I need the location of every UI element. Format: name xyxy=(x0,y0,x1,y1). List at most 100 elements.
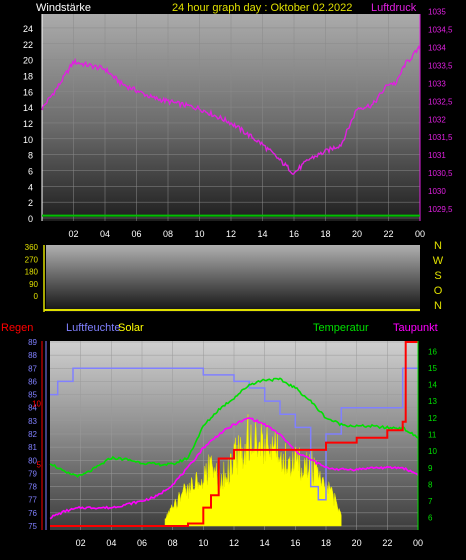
panel-3-series xyxy=(49,341,419,527)
panel-2-plot-area xyxy=(46,245,420,312)
wind-tick-label: 14 xyxy=(23,103,33,113)
humidity-tick-label: 85 xyxy=(28,391,37,400)
humidity-tick-label: 76 xyxy=(28,509,37,518)
humidity-tick-label: 77 xyxy=(28,496,37,505)
pressure-tick-label: 1032,5 xyxy=(428,97,453,106)
x-tick-label: 22 xyxy=(382,538,392,548)
dewpoint-axis-title: Taupunkt xyxy=(393,322,438,334)
humidity-tick-label: 75 xyxy=(28,522,37,531)
pressure-tick-label: 1031,5 xyxy=(428,133,453,142)
temperature-tick-label: 8 xyxy=(428,480,433,489)
humidity-tick-label: 89 xyxy=(28,338,37,347)
pressure-tick-label: 1029,5 xyxy=(428,205,453,214)
x-tick-label: 14 xyxy=(260,538,270,548)
pressure-tick-label: 1034 xyxy=(428,43,446,52)
x-tick-label: 10 xyxy=(198,538,208,548)
regen-tick-label: 10 xyxy=(32,399,41,408)
pressure-tick-label: 1033 xyxy=(428,79,446,88)
wind-axis-title: Windstärke xyxy=(36,2,91,14)
pressure-axis-title: Luftdruck xyxy=(371,2,417,14)
x-tick-label: 08 xyxy=(163,229,173,239)
x-tick-label: 16 xyxy=(289,229,299,239)
humidity-tick-label: 80 xyxy=(28,456,37,465)
humidity-series-line xyxy=(50,367,418,501)
x-tick-label: 02 xyxy=(68,229,78,239)
pressure-tick-label: 1033,5 xyxy=(428,61,453,70)
x-tick-label: 16 xyxy=(290,538,300,548)
chart-title: 24 hour graph day : Oktober 02.2022 xyxy=(172,2,352,14)
direction-tick-label: 0 xyxy=(34,292,39,301)
compass-label: S xyxy=(434,270,441,282)
temperature-series-line xyxy=(49,377,419,478)
x-tick-label: 20 xyxy=(352,538,362,548)
x-tick-label: 10 xyxy=(194,229,204,239)
x-tick-label: 12 xyxy=(226,229,236,239)
wind-tick-label: 8 xyxy=(28,151,33,161)
pressure-tick-label: 1034,5 xyxy=(428,26,453,35)
wind-tick-label: 6 xyxy=(28,166,33,176)
temperature-axis-title: Temperatur xyxy=(313,322,369,334)
pressure-tick-label: 1030,5 xyxy=(428,169,453,178)
x-tick-label: 04 xyxy=(106,538,116,548)
humidity-tick-label: 88 xyxy=(28,351,37,360)
direction-tick-label: 270 xyxy=(25,255,39,264)
pressure-tick-label: 1035 xyxy=(428,8,446,17)
x-tick-label: 00 xyxy=(415,229,425,239)
humidity-tick-label: 82 xyxy=(28,430,37,439)
solar-axis-title: Solar xyxy=(118,322,144,334)
wind-tick-label: 16 xyxy=(23,87,33,97)
x-tick-label: 14 xyxy=(257,229,267,239)
wind-tick-label: 18 xyxy=(23,71,33,81)
wind-tick-label: 24 xyxy=(23,24,33,34)
regen-series-line xyxy=(50,341,418,527)
temperature-tick-label: 13 xyxy=(428,397,437,406)
humidity-tick-label: 86 xyxy=(28,377,37,386)
humidity-tick-label: 84 xyxy=(28,404,37,413)
humidity-tick-label: 78 xyxy=(28,483,37,492)
wind-tick-label: 22 xyxy=(23,40,33,50)
x-tick-label: 04 xyxy=(100,229,110,239)
temperature-tick-label: 11 xyxy=(428,431,437,440)
wind-tick-label: 20 xyxy=(23,56,33,66)
dewpoint-series-line xyxy=(49,417,419,520)
direction-tick-label: 180 xyxy=(25,268,39,277)
pressure-tick-label: 1031 xyxy=(428,151,446,160)
direction-tick-label: 360 xyxy=(25,243,39,252)
compass-label: W xyxy=(433,255,444,267)
panel-3-axes: 7576777879808182838485868788896789101112… xyxy=(28,338,437,548)
pressure-tick-label: 1032 xyxy=(428,115,446,124)
x-tick-label: 18 xyxy=(321,538,331,548)
temperature-tick-label: 9 xyxy=(428,464,433,473)
x-tick-label: 00 xyxy=(413,538,423,548)
x-tick-label: 18 xyxy=(320,229,330,239)
regen-tick-label: 5 xyxy=(37,461,42,470)
x-tick-label: 02 xyxy=(76,538,86,548)
temperature-tick-label: 12 xyxy=(428,414,437,423)
panel-1-series xyxy=(41,45,421,217)
humidity-tick-label: 87 xyxy=(28,364,37,373)
temperature-tick-label: 16 xyxy=(428,347,437,356)
humidity-tick-label: 81 xyxy=(28,443,37,452)
humidity-tick-label: 83 xyxy=(28,417,37,426)
temperature-tick-label: 14 xyxy=(428,381,437,390)
x-tick-label: 20 xyxy=(352,229,362,239)
wind-tick-label: 0 xyxy=(28,214,33,224)
temperature-tick-label: 6 xyxy=(428,514,433,523)
compass-label: O xyxy=(434,285,443,297)
compass-label: N xyxy=(434,240,442,252)
x-tick-label: 06 xyxy=(131,229,141,239)
wind-tick-label: 10 xyxy=(23,135,33,145)
panel-1-axes: 02 4 6 8 10 12 14 16 18 20 22 24 1029,5 1030 1030,5 103… xyxy=(23,8,453,239)
direction-tick-label: 90 xyxy=(29,280,38,289)
regen-axis-title: Regen xyxy=(1,322,33,334)
x-tick-label: 06 xyxy=(137,538,147,548)
pressure-tick-label: 1030 xyxy=(428,187,446,196)
x-tick-label: 22 xyxy=(383,229,393,239)
temperature-tick-label: 10 xyxy=(428,447,437,456)
humidity-tick-label: 79 xyxy=(28,469,37,478)
humidity-axis-title: Luftfeuchte xyxy=(66,322,120,334)
wind-tick-label: 4 xyxy=(28,182,33,192)
